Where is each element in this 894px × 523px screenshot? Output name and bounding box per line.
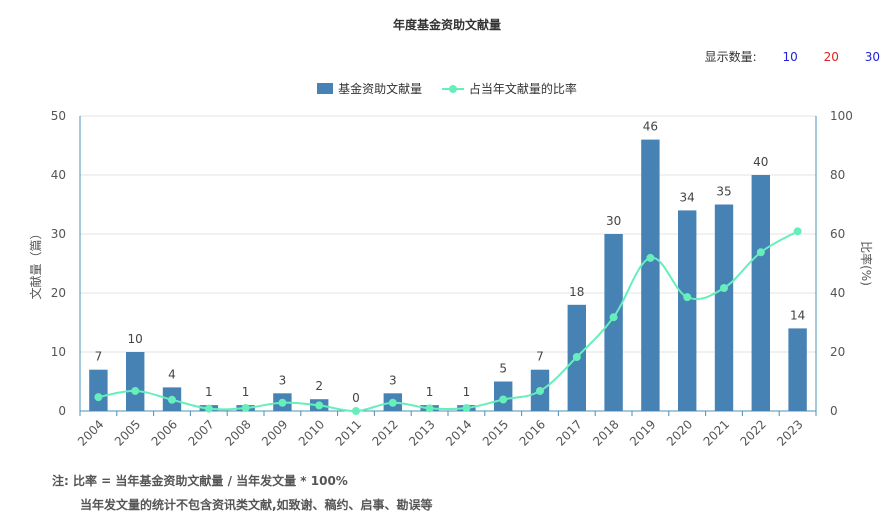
bar-value-label: 10 [128,332,143,346]
x-tick-label: 2013 [406,417,437,448]
x-tick-label: 2005 [112,417,143,448]
bar [89,369,108,411]
x-tick-label: 2014 [443,417,474,448]
legend-line-swatch [441,83,464,94]
bar-value-label: 30 [606,214,621,228]
x-tick-label: 2020 [664,417,695,448]
x-tick-label: 2007 [185,417,216,448]
bar [751,175,770,411]
bar-value-label: 3 [279,373,287,387]
bar [604,234,623,411]
note-line-1: 注: 比率 = 当年基金资助文献量 / 当年发文量 * 100% [52,474,348,488]
bar-value-label: 18 [569,285,584,299]
bar-value-label: 0 [352,391,360,405]
bar [678,210,697,411]
y-tick-label: 0 [58,404,66,418]
y2-tick-label: 60 [830,227,845,241]
x-tick-label: 2010 [296,417,327,448]
ratio-point [352,407,360,415]
x-tick-label: 2004 [75,417,106,448]
bar-value-label: 1 [205,385,213,399]
bar-value-label: 1 [242,385,250,399]
y2-tick-label: 20 [830,345,845,359]
bar-value-label: 2 [315,379,323,393]
ratio-point [572,353,581,362]
y2-tick-label: 0 [830,404,838,418]
y2-tick-label: 100 [830,109,853,123]
x-tick-label: 2017 [553,417,584,448]
chart-legend: 基金资助文献量 占当年文献量的比率 [0,80,894,97]
bar-value-label: 34 [680,190,695,204]
show-count-option-20[interactable]: 20 [823,50,839,64]
y2-axis-title: 比率(%) [859,241,874,286]
legend-item-bar[interactable]: 基金资助文献量 [317,80,422,97]
bar-value-label: 40 [753,155,768,169]
ratio-point [646,253,655,262]
bar-value-label: 35 [716,185,731,199]
legend-bar-label: 基金资助文献量 [338,82,423,96]
x-tick-label: 2006 [149,417,180,448]
show-count-option-30[interactable]: 30 [864,50,880,64]
ratio-point [204,404,213,413]
ratio-point [425,404,434,413]
bar [126,352,145,411]
bar-value-label: 5 [499,362,507,376]
ratio-point [499,395,508,404]
y-tick-label: 10 [51,345,66,359]
ratio-point [388,398,397,407]
y-tick-label: 20 [51,286,66,300]
bar-value-label: 7 [536,350,544,364]
ratio-point [462,404,471,413]
legend-line-label: 占当年文献量的比率 [468,82,577,96]
bar-value-label: 7 [95,350,103,364]
ratio-point [278,398,287,407]
x-tick-label: 2019 [627,417,658,448]
show-count-label: 显示数量: [704,50,757,64]
show-count-selector: 显示数量: 10 20 30 [705,48,880,65]
y-tick-label: 50 [51,109,66,123]
x-tick-label: 2015 [480,417,511,448]
x-tick-label: 2023 [774,417,805,448]
bar-value-label: 3 [389,373,397,387]
bar-value-label: 1 [426,385,434,399]
bar-value-label: 46 [643,120,658,134]
x-tick-label: 2011 [333,417,364,448]
y2-tick-label: 80 [830,168,845,182]
chart-title: 年度基金资助文献量 [392,18,501,32]
ratio-point [609,313,618,322]
bar-value-label: 14 [790,308,805,322]
legend-item-line[interactable]: 占当年文献量的比率 [441,80,577,97]
ratio-point [315,401,324,410]
y-tick-label: 40 [51,168,66,182]
x-tick-label: 2008 [222,417,253,448]
ratio-point [683,293,692,302]
ratio-point [536,386,544,395]
legend-bar-swatch [317,83,334,94]
ratio-point [131,386,140,395]
note-line-2: 当年发文量的统计不包含资讯类文献,如致谢、稿约、启事、勘误等 [80,498,433,512]
ratio-point [168,395,176,404]
x-tick-label: 2016 [517,417,548,448]
y-tick-label: 30 [51,227,66,241]
bar [641,139,660,411]
y2-tick-label: 40 [830,286,845,300]
y-axis-title: 文献量（篇） [28,227,43,299]
x-tick-label: 2009 [259,417,290,448]
bar [714,204,734,411]
x-tick-label: 2018 [590,417,621,448]
ratio-point [241,404,250,413]
ratio-point [756,248,765,257]
x-tick-label: 2021 [701,417,732,448]
bar-value-label: 1 [463,385,471,399]
ratio-point [94,393,103,402]
show-count-option-10[interactable]: 10 [782,50,798,64]
ratio-line [98,230,799,413]
ratio-point [793,227,802,236]
x-tick-label: 2022 [737,417,768,448]
ratio-point [720,283,728,292]
bar-value-label: 4 [168,367,176,381]
x-tick-label: 2012 [369,417,400,448]
bar [788,328,807,411]
